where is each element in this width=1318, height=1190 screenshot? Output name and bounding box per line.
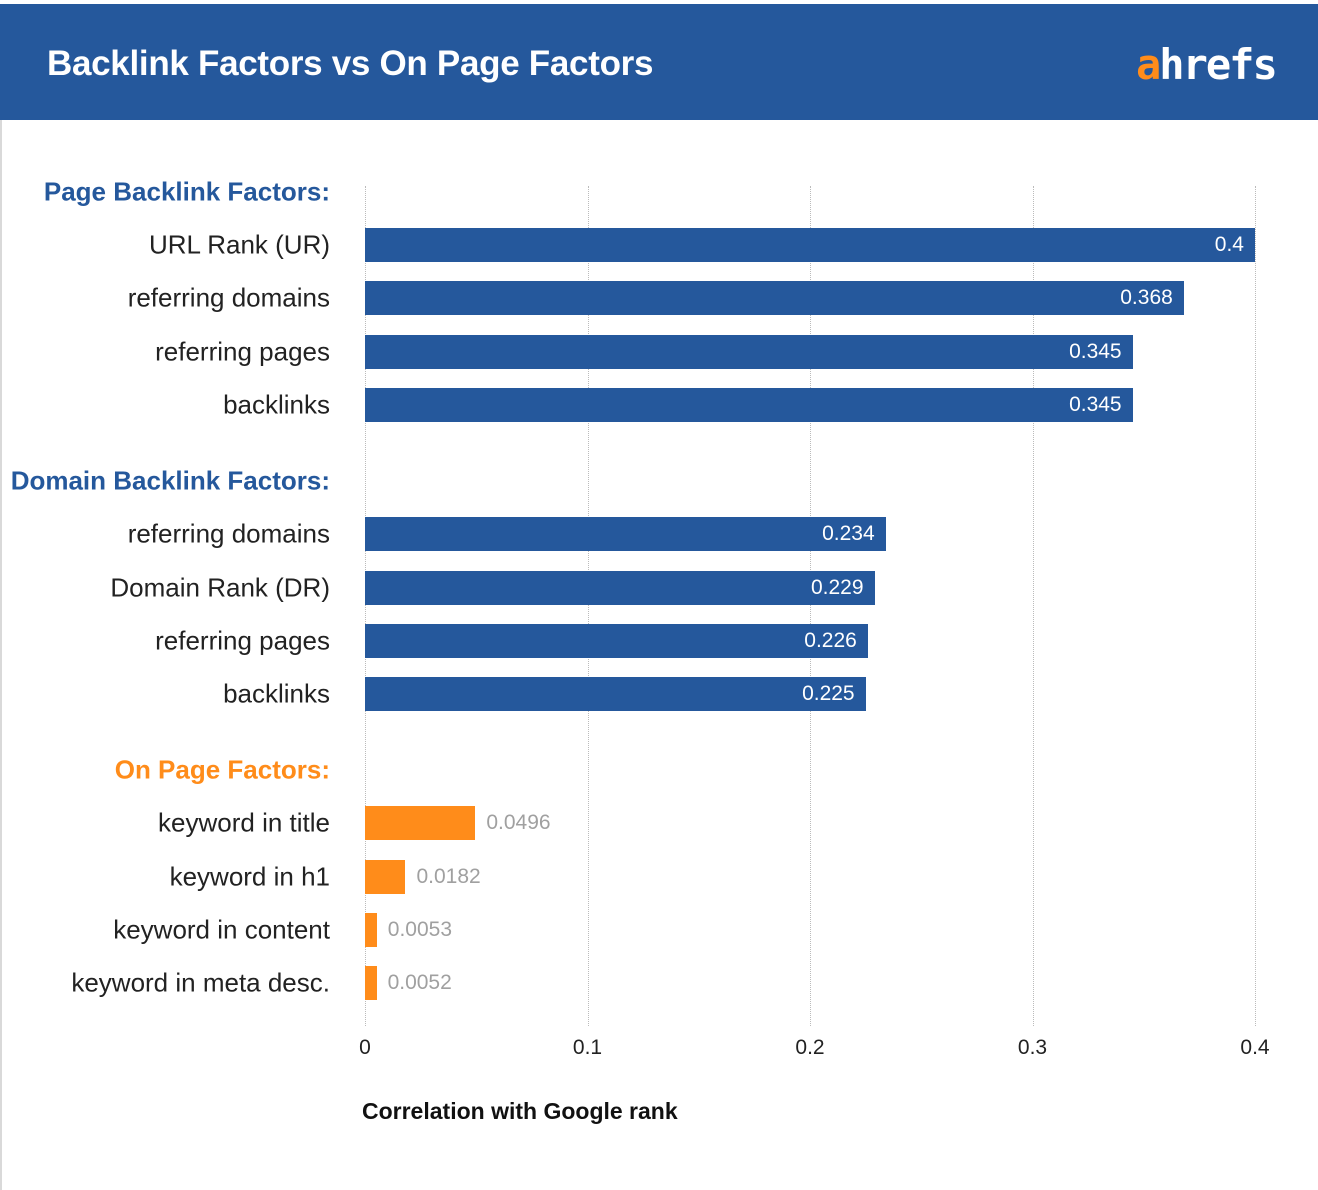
row-label: referring pages <box>155 336 330 367</box>
header-bar: Backlink Factors vs On Page Factors ahre… <box>0 4 1318 120</box>
data-label: 0.0053 <box>387 918 453 941</box>
x-tick-label: 0.4 <box>1240 1036 1270 1059</box>
gridline <box>587 186 589 1026</box>
row-label: referring domains <box>127 282 330 313</box>
x-tick-label: 0.2 <box>795 1036 825 1059</box>
data-label: 0.0052 <box>387 971 452 995</box>
bar <box>365 859 406 894</box>
gridline <box>810 186 811 1026</box>
chart-frame <box>0 4 1318 1190</box>
bar <box>365 570 875 605</box>
data-label: 0.368 <box>1120 286 1173 310</box>
gridline <box>1255 186 1256 1026</box>
row-label: backlinks <box>223 678 330 709</box>
row-label: keyword in h1 <box>169 861 330 892</box>
row-label: keyword in title <box>158 807 330 838</box>
x-axis-label: Correlation with Google rank <box>362 1098 678 1124</box>
bar <box>365 623 868 658</box>
row-label: referring pages <box>155 625 330 656</box>
group-label: On Page Factors: <box>114 754 330 785</box>
x-tick-label: 0 <box>359 1036 371 1059</box>
data-label: 0.229 <box>810 575 864 599</box>
group-label: Domain Backlink Factors: <box>10 465 330 496</box>
row-label: referring domains <box>127 518 330 549</box>
row-label: keyword in content <box>113 914 330 945</box>
x-tick-label: 0.3 <box>1017 1036 1048 1059</box>
row-label: URL Rank (UR) <box>148 229 330 260</box>
data-label: 0.4 <box>1214 233 1244 256</box>
row-label: Domain Rank (DR) <box>110 572 330 602</box>
ahrefs-logo: ahrefs <box>1136 40 1278 89</box>
data-label: 0.226 <box>804 628 857 652</box>
data-label: 0.345 <box>1069 392 1122 416</box>
chart-title: Backlink Factors vs On Page Factors <box>47 44 654 83</box>
data-label: 0.234 <box>822 522 875 546</box>
gridline <box>365 186 366 1026</box>
gridline <box>1032 186 1034 1026</box>
logo-a: a <box>1136 40 1161 89</box>
bar <box>365 228 1255 262</box>
bar <box>365 966 377 1001</box>
bar <box>365 806 476 841</box>
group-label: Page Backlink Factors: <box>43 176 330 207</box>
bar <box>365 677 866 712</box>
data-label: 0.0496 <box>486 811 551 835</box>
row-label: keyword in meta desc. <box>71 967 330 998</box>
row-label: backlinks <box>223 389 330 420</box>
data-label: 0.0182 <box>416 864 481 888</box>
bar <box>365 281 1184 316</box>
bar <box>365 517 886 552</box>
data-label: 0.345 <box>1069 339 1122 363</box>
x-tick-label: 0.1 <box>572 1036 603 1059</box>
data-label: 0.225 <box>802 682 855 706</box>
bar <box>365 334 1133 369</box>
bar <box>365 387 1133 422</box>
logo-rest: hrefs <box>1159 40 1277 89</box>
bar <box>365 913 377 947</box>
